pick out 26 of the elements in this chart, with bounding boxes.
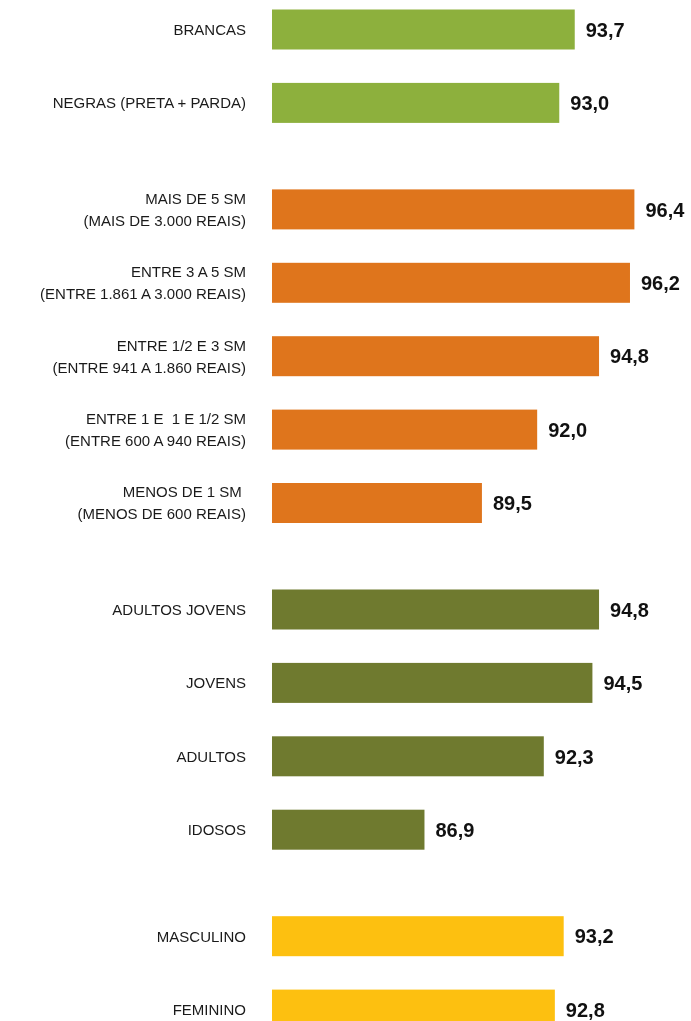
data-label: 89,5	[492, 492, 532, 515]
y-tick-label: MENOS DE 1 SM (MENOS DE 600 REAIS)	[77, 483, 246, 523]
y-tick-label: BRANCAS	[173, 20, 246, 38]
y-tick-label: MAIS DE 5 SM (MAIS DE 3.000 REAIS)	[83, 189, 246, 229]
data-label: 92,8	[565, 998, 605, 1021]
data-label: 92,3	[554, 745, 594, 768]
y-tick-label: ENTRE 1 E 1 E 1/2 SM (ENTRE 600 A 940 REAIS)	[65, 410, 246, 449]
data-label: 96,4	[645, 198, 686, 221]
y-tick-label: FEMININO	[172, 1001, 246, 1018]
y-tick-label: IDOSOS	[187, 821, 246, 839]
y-tick-label: MASCULINO	[156, 927, 246, 945]
data-label: 93,7	[585, 18, 625, 41]
data-label: 96,2	[640, 272, 680, 294]
y-tick-label: NEGRAS (PRETA + PARDA)	[52, 94, 246, 112]
data-label: 94,5	[603, 672, 643, 695]
data-label: 86,9	[435, 818, 475, 841]
data-label: 93,2	[574, 925, 614, 948]
data-label: 94,8	[610, 345, 649, 368]
y-tick-label: ADULTOS JOVENS	[112, 600, 246, 618]
data-label: 92,0	[548, 418, 588, 441]
data-label: 94,8	[610, 598, 649, 621]
data-label: 93,0	[570, 92, 610, 115]
y-tick-label: ADULTOS	[176, 747, 246, 765]
y-tick-label: ENTRE 1/2 E 3 SM (ENTRE 941 A 1.860 REAIS)	[52, 336, 246, 376]
y-tick-label: JOVENS	[185, 674, 246, 692]
y-tick-label: ENTRE 3 A 5 SM (ENTRE 1.861 A 3.000 REAIS)	[40, 263, 246, 303]
